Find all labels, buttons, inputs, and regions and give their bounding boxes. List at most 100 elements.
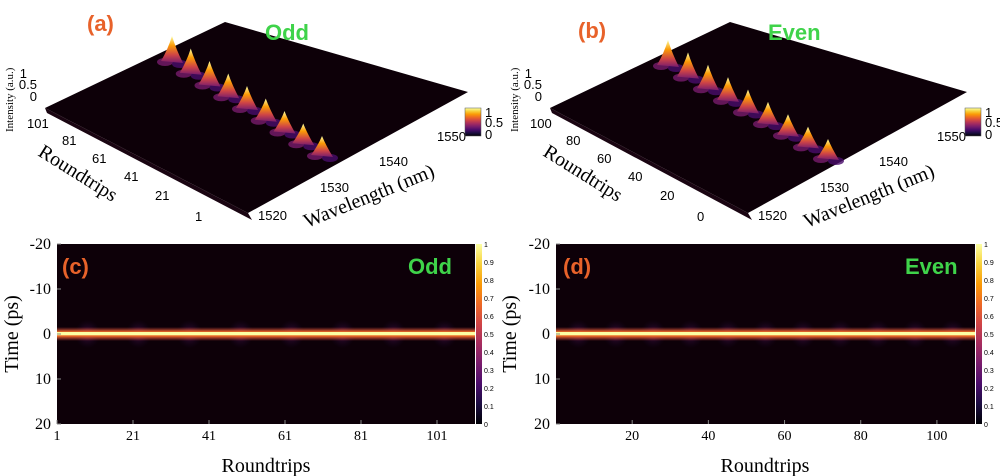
spectral-peak	[697, 64, 719, 91]
x-tick-label: 1	[54, 429, 61, 444]
x-tick-label: 40	[701, 429, 715, 444]
panel-b-mode-label: Even	[768, 20, 821, 45]
panel-a: 1 0.5 0 Intensity (a.u.) 101 81 61 41 21…	[4, 11, 503, 233]
panel-c-y-axis: -20 -10 0 10 20	[30, 236, 61, 433]
panel-c-x-label: Roundtrips	[222, 455, 311, 476]
colorbar-tick-label: 0.5	[984, 332, 994, 339]
panel-c-colorbar-ticks: 1 0.9 0.8 0.7 0.6 0.5 0.4 0.3 0.2 0.1 0	[484, 242, 494, 429]
spectral-peak	[797, 126, 819, 149]
spectral-peak	[657, 40, 679, 67]
spectral-peak	[292, 123, 315, 146]
colorbar-tick-label: 0.9	[984, 260, 994, 267]
panel-a-x-tick: 1520	[258, 208, 287, 223]
panel-a-y-label: Roundtrips	[34, 141, 121, 207]
panel-d-mode-label: Even	[905, 254, 958, 279]
panel-b-z-tick-05: 0.5	[524, 77, 542, 92]
colorbar-tick-label: 0.6	[484, 314, 494, 321]
panel-a-colorbar-ticks: 1 0.5 0	[485, 105, 503, 142]
panel-b-y-tick: 80	[566, 133, 580, 148]
panel-c-x-axis: 1 21 41 61 81 101	[54, 420, 448, 444]
y-tick-label: -20	[529, 236, 550, 253]
colorbar-tick-label: 0	[984, 422, 988, 429]
panel-a-y-tick: 1	[195, 209, 202, 224]
panel-a-y-tick: 61	[92, 151, 106, 166]
y-tick-label: -10	[30, 281, 51, 298]
panel-c-y-label: Time (ps)	[1, 295, 23, 373]
panel-b-y-tick: 100	[530, 116, 552, 131]
colorbar-tick-label: 1	[984, 242, 988, 249]
panel-d-colorbar	[976, 244, 982, 424]
panel-b-y-tick: 0	[697, 209, 704, 224]
panel-b-y-label: Roundtrips	[539, 141, 626, 207]
panel-a-z-tick-1: 1	[20, 66, 27, 81]
panel-b-cbar-tick: 0.5	[985, 115, 1000, 130]
panel-c-mode-label: Odd	[408, 254, 452, 279]
panel-a-y-tick: 81	[62, 133, 76, 148]
panel-b-z-tick-0: 0	[535, 89, 542, 104]
panel-b-label: (b)	[578, 18, 606, 43]
panel-b-surface-shade	[550, 108, 752, 220]
panel-a-y-tick: 101	[27, 116, 49, 131]
panel-d-x-label: Roundtrips	[721, 455, 810, 476]
panel-b-cbar-tick: 1	[985, 105, 992, 120]
x-tick-label: 100	[926, 429, 947, 444]
panel-a-z-axis: 1 0.5 0	[19, 66, 37, 104]
panel-b-y-axis: 100 80 60 40 20 0	[530, 116, 704, 224]
panel-a-peaks	[157, 36, 338, 162]
panel-b-x-tick: 1530	[820, 180, 849, 195]
spectral-peak	[817, 139, 839, 160]
x-tick-label: 101	[427, 429, 448, 444]
colorbar-tick-label: 0.7	[484, 296, 494, 303]
panel-b-colorbar-ticks: 1 0.5 0	[985, 105, 1000, 142]
panel-a-y-axis: 101 81 61 41 21 1	[27, 116, 202, 224]
panel-b-y-tick: 20	[660, 188, 674, 203]
panel-d-trace-core	[556, 332, 975, 335]
colorbar-tick-label: 0.3	[984, 368, 994, 375]
colorbar-tick-label: 0.4	[984, 350, 994, 357]
panel-a-x-tick: 1550	[437, 129, 466, 144]
panel-a-surface-shade	[45, 108, 252, 220]
colorbar-tick-label: 0.7	[984, 296, 994, 303]
x-tick-label: 80	[854, 429, 868, 444]
colorbar-tick-label: 0.1	[484, 404, 494, 411]
colorbar-tick-label: 0.8	[984, 278, 994, 285]
panel-a-y-tick: 41	[124, 169, 138, 184]
spectral-peak	[677, 52, 699, 79]
panel-b: 1 0.5 0 Intensity (a.u.) 100 80 60 40 20…	[509, 18, 1000, 233]
colorbar-tick-label: 0.5	[484, 332, 494, 339]
spectral-peak	[777, 114, 799, 137]
panel-a-cbar-tick: 0.5	[485, 115, 503, 130]
x-tick-label: 21	[126, 429, 140, 444]
panel-b-z-tick-1: 1	[525, 66, 532, 81]
x-tick-label: 61	[278, 429, 292, 444]
panel-d-y-axis: -20 -10 0 10 20	[529, 236, 560, 433]
y-tick-label: 10	[35, 371, 51, 388]
colorbar-tick-label: 0.9	[484, 260, 494, 267]
x-tick-label: 81	[354, 429, 368, 444]
panel-a-z-label: Intensity (a.u.)	[4, 67, 16, 132]
panel-a-y-tick: 21	[155, 188, 169, 203]
panel-a-label: (a)	[87, 11, 114, 36]
panel-c-trace-core	[57, 332, 475, 335]
colorbar-tick-label: 0.8	[484, 278, 494, 285]
panel-c-colorbar	[476, 244, 482, 424]
colorbar-tick-label: 0.4	[484, 350, 494, 357]
spectral-peak	[179, 48, 202, 75]
x-tick-label: 60	[778, 429, 792, 444]
spectral-peak	[236, 86, 258, 110]
panel-b-y-tick: 60	[597, 151, 611, 166]
panel-b-z-axis: 1 0.5 0	[524, 66, 542, 104]
spectral-peak	[217, 73, 240, 99]
spectral-peak	[757, 101, 779, 126]
panel-b-z-label: Intensity (a.u.)	[509, 67, 521, 132]
spectral-peak	[198, 61, 221, 87]
panel-a-mode-label: Odd	[265, 20, 309, 45]
panel-b-x-tick: 1520	[758, 208, 787, 223]
y-tick-label: 20	[35, 416, 51, 433]
panel-a-z-tick-05: 0.5	[19, 77, 37, 92]
panel-a-z-tick-0: 0	[30, 89, 37, 104]
y-tick-label: -20	[30, 236, 51, 253]
